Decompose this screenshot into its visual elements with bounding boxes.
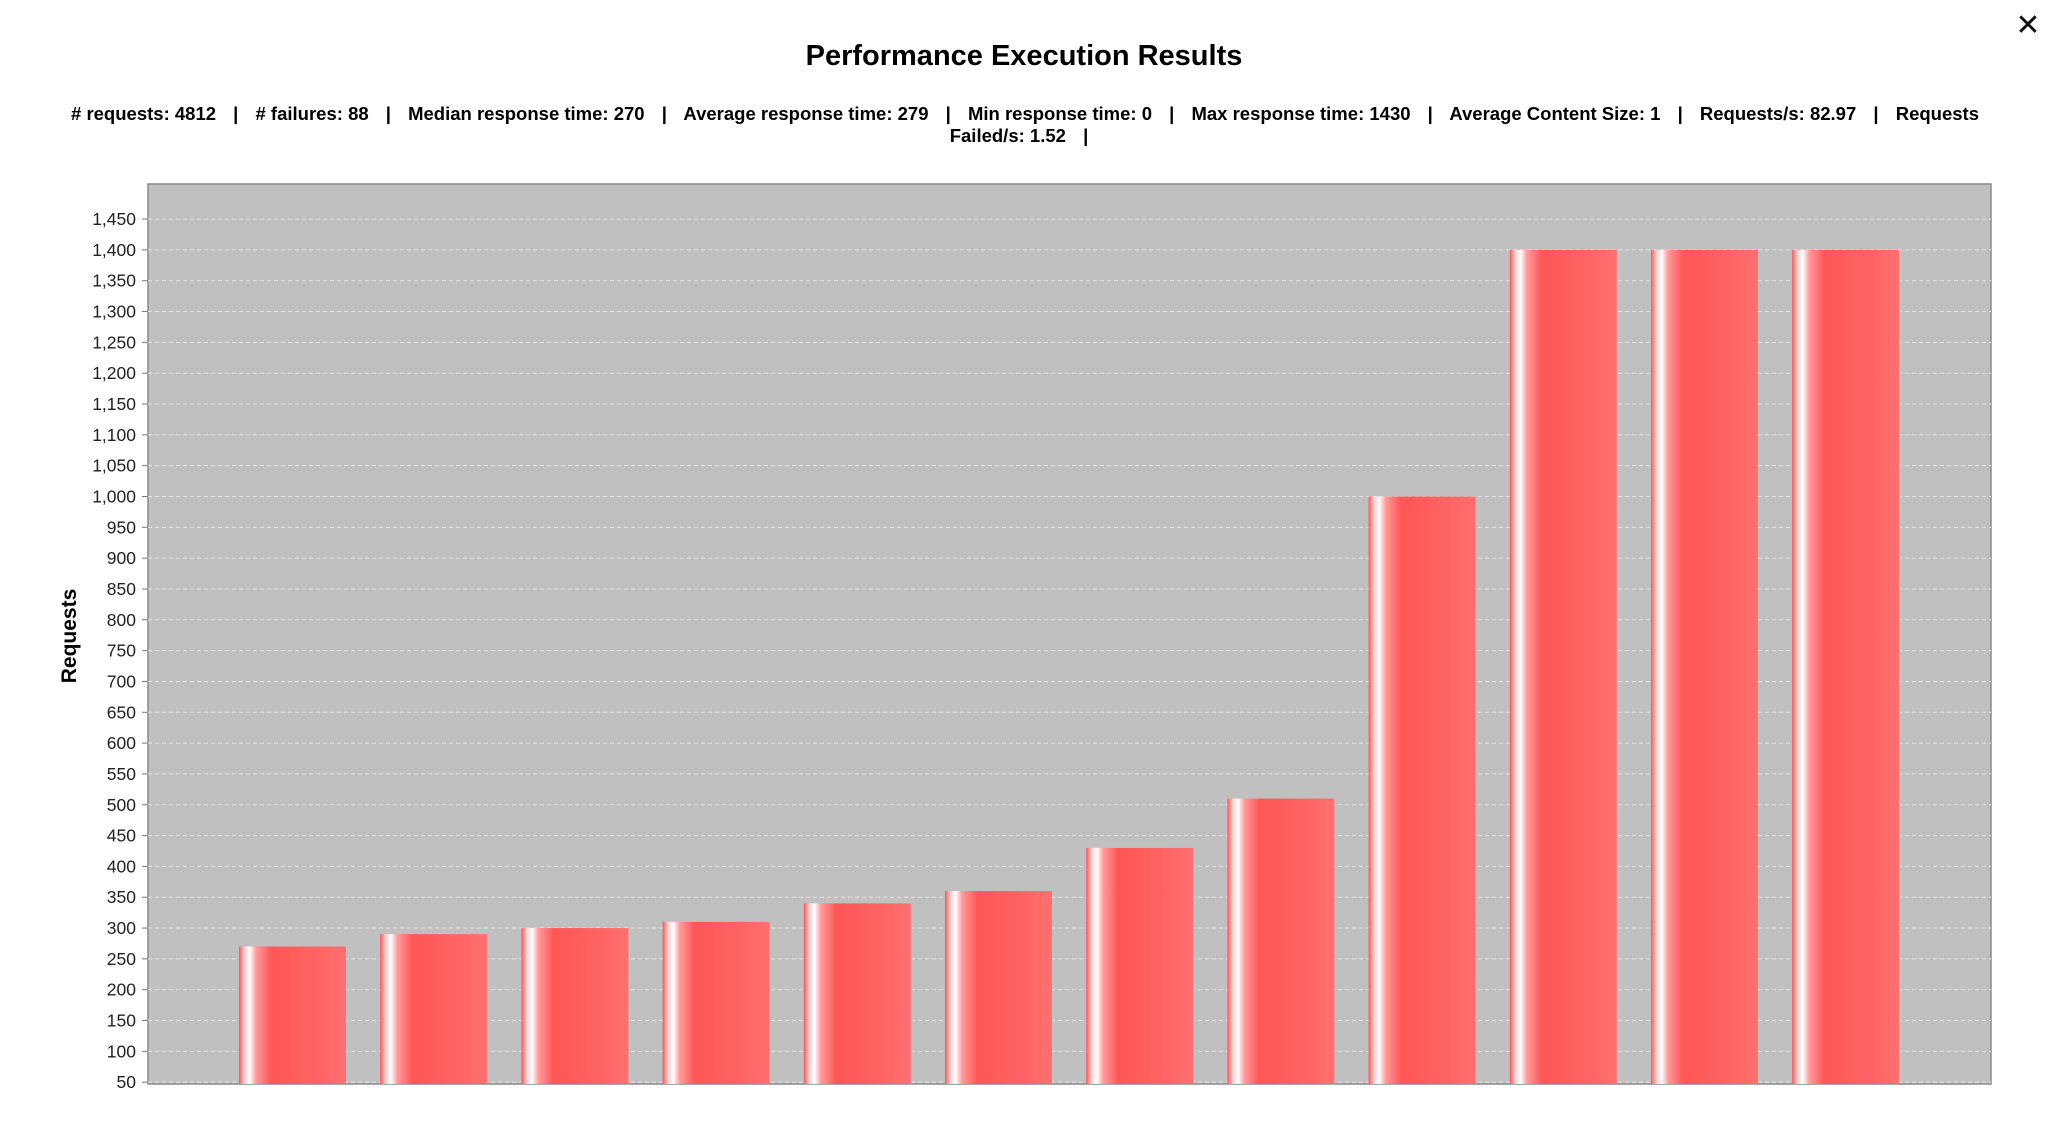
y-tick-label: 500 [107,795,136,815]
bars [239,249,1900,1084]
bar [380,934,488,1084]
bar [803,903,911,1084]
y-tick-label: 1,400 [92,240,136,260]
summary-separator: | [1873,103,1879,124]
summary-separator: | [945,103,951,124]
summary-stat: Requests Failed/s: 1.52 [949,103,1979,146]
y-tick-label: 350 [107,887,136,907]
y-tick-label: 250 [107,949,136,969]
summary-stat-label: Max response time [1191,103,1359,124]
summary-stat-label: # failures [255,103,337,124]
summary-stat: Requests/s: 82.97 [1699,103,1857,124]
close-icon[interactable]: ✕ [2015,9,2041,42]
y-tick-label: 1,300 [92,302,136,322]
summary-stat-label: Requests Failed/s [949,103,1979,146]
summary-stat: Average response time: 279 [683,103,929,124]
bar [521,928,629,1084]
summary-stat-label: Min response time [967,103,1131,124]
summary-separator: | [385,103,391,124]
y-tick-label: 450 [107,826,136,846]
y-tick-label: 100 [107,1041,136,1061]
y-tick-label: 1,250 [92,332,136,352]
summary-separator: | [1169,103,1175,124]
y-axis-label: Requests [58,589,81,684]
summary-stat: Min response time: 0 [967,103,1153,124]
y-tick-label: 400 [107,856,136,876]
summary-stat-label: Average Content Size [1449,103,1639,124]
summary-separator: | [233,103,239,124]
bar [239,946,346,1084]
summary-separator: | [1677,103,1683,124]
y-tick-label: 850 [107,579,136,599]
y-tick-label: 1,150 [92,394,136,414]
summary-stats: # requests: 4812 | # failures: 88 | Medi… [60,103,1990,147]
summary-stat-label: # requests [71,103,164,124]
summary-separator: | [1427,103,1433,124]
y-tick-label: 1,050 [92,456,136,476]
y-tick-label: 900 [107,548,136,568]
y-tick-label: 950 [107,517,136,537]
summary-stat-value: 0 [1141,103,1153,124]
y-tick-label: 150 [107,1011,136,1031]
y-tick-label: 750 [107,641,136,661]
y-tick-label: 1,200 [92,363,136,383]
bar [1509,249,1617,1084]
summary-stat: Average Content Size: 1 [1449,103,1661,124]
summary-stat-value: 4812 [174,103,217,124]
summary-stat-value: 1430 [1369,103,1411,124]
y-tick-label: 700 [107,671,136,691]
y-tick-label: 1,000 [92,487,136,507]
summary-separator: | [661,103,667,124]
summary-stat-value: 270 [613,103,645,124]
summary-stat-label: Requests/s [1699,103,1799,124]
y-tick-label: 650 [107,702,136,722]
y-tick-label: 600 [107,733,136,753]
summary-stat: # failures: 88 [255,103,369,124]
bar [1086,847,1194,1084]
summary-stat-value: 279 [897,103,929,124]
y-tick-label: 550 [107,764,136,784]
summary-stat-value: 88 [348,103,369,124]
summary-stat: # requests: 4812 [71,103,217,124]
bar [1227,798,1335,1084]
summary-separator: | [1083,125,1089,146]
y-tick-label: 1,100 [92,425,136,445]
summary-stat-value: 1 [1650,103,1661,124]
y-axis: 50 100 150 200 250 300 350 400 450 500 550 600 650 70… [92,209,148,1092]
bar [1651,249,1758,1084]
y-tick-label: 800 [107,610,136,630]
summary-stat-value: 82.97 [1809,103,1857,124]
summary-stat-value: 1.52 [1029,125,1066,146]
summary-stat: Max response time: 1430 [1191,103,1411,124]
y-tick-label: 200 [107,980,136,1000]
bar [1792,249,1900,1084]
bar [1368,496,1476,1084]
y-tick-label: 300 [107,918,136,938]
y-tick-label: 50 [117,1072,137,1092]
chart-title: Performance Execution Results [805,40,1243,72]
y-tick-label: 1,450 [92,209,136,229]
bar [945,891,1052,1084]
y-tick-label: 1,350 [92,271,136,291]
bar [662,921,770,1084]
summary-stat: Median response time: 270 [408,103,645,124]
summary-stat-label: Median response time [408,103,603,124]
summary-stat-label: Average response time [683,103,887,124]
